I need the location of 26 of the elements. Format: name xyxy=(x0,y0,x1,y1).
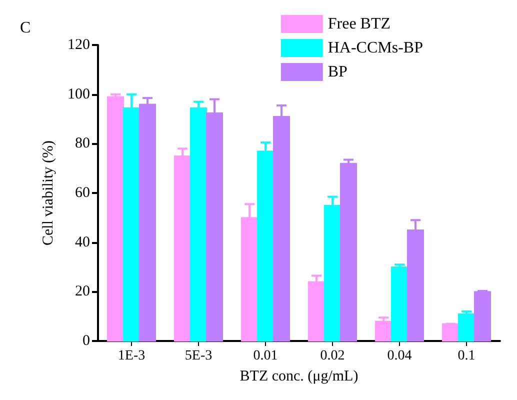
x-axis-title: BTZ conc. (μg/mL) xyxy=(240,368,358,384)
bar xyxy=(458,313,475,342)
y-tick-label: 60 xyxy=(75,185,90,201)
y-tick-label: 20 xyxy=(75,284,90,300)
y-tick-label: 100 xyxy=(68,86,90,102)
bar xyxy=(107,96,124,342)
x-tick-label: 1E-3 xyxy=(118,348,146,364)
x-tick-label: 0.01 xyxy=(253,348,278,364)
bar xyxy=(340,162,357,342)
bar xyxy=(375,320,392,342)
x-tick-label: 0.1 xyxy=(458,348,476,364)
x-tick-label: 0.04 xyxy=(387,348,412,364)
bar xyxy=(391,266,408,342)
legend-label: BP xyxy=(328,64,348,80)
legend-label: Free BTZ xyxy=(328,16,391,32)
y-axis-title: Cell viability (%) xyxy=(40,140,56,246)
text: C xyxy=(20,20,31,36)
y-tick-label: 40 xyxy=(75,234,90,250)
y-tick-label: 80 xyxy=(75,136,90,152)
y-tick-label: 0 xyxy=(82,333,90,349)
bar xyxy=(474,291,491,342)
y-tick-label: 120 xyxy=(68,37,90,53)
bar xyxy=(442,323,459,342)
x-tick-label: 0.02 xyxy=(320,348,345,364)
x-tick-label: 5E-3 xyxy=(184,348,212,364)
legend-label: HA-CCMs-BP xyxy=(328,40,424,56)
